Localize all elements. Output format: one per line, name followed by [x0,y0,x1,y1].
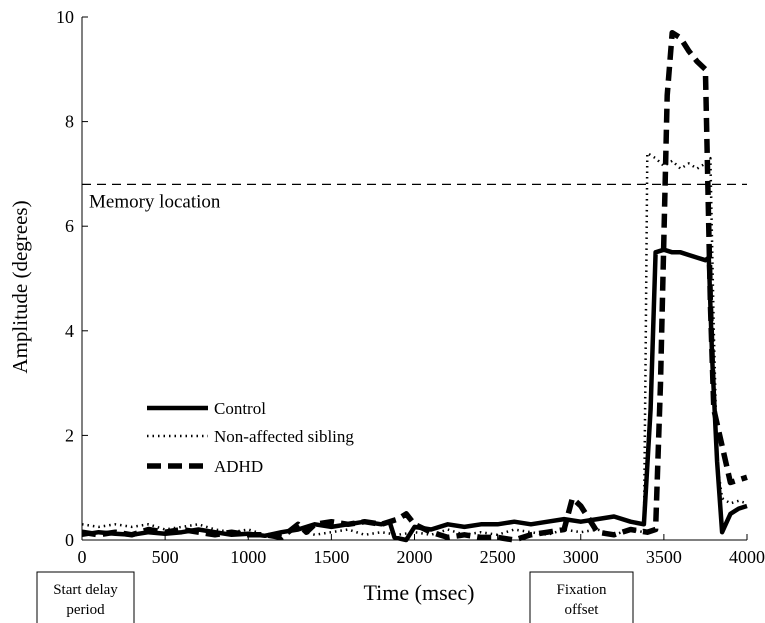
y-tick-label: 10 [56,7,74,27]
legend-label: ADHD [214,457,263,476]
series-group [81,29,748,543]
x-axis-label: Time (msec) [363,580,474,605]
memory-location-label: Memory location [89,191,221,212]
annotations: Start delay period Fixation offset [36,571,634,623]
series-line-adhd [81,29,748,543]
x-tick-label: 3000 [563,547,599,567]
y-tick-label: 8 [65,112,74,132]
annotation-label: Start delay period [53,582,118,618]
y-tick-label: 2 [65,425,74,445]
legend: Control Non-affected sibling ADHD [147,399,354,476]
x-tick-label: 3500 [646,547,682,567]
legend-label: Control [214,399,266,418]
y-tick-label: 4 [65,321,74,341]
x-tick-label: 4000 [729,547,765,567]
x-tick-label: 0 [78,547,87,567]
plot-frame: 0 500 1000 1500 2000 2500 3000 3500 4000 0 2 4 6 8 10 [56,7,765,567]
annotation-box [36,571,135,623]
x-tick-label: 2500 [480,547,516,567]
x-tick-label: 1500 [313,547,349,567]
annotation-label: Fixation offset [556,582,607,618]
reference-line-group: Memory location [82,183,747,212]
annotation-box [529,571,634,623]
x-tick-label: 1000 [230,547,266,567]
y-axis-label: Amplitude (degrees) [8,200,32,373]
x-tick-label: 2000 [397,547,433,567]
y-tick-label: 0 [65,530,74,550]
y-tick-label: 6 [65,216,74,236]
x-tick-label: 500 [152,547,179,567]
series-line-control [81,247,748,543]
legend-label: Non-affected sibling [214,427,354,446]
